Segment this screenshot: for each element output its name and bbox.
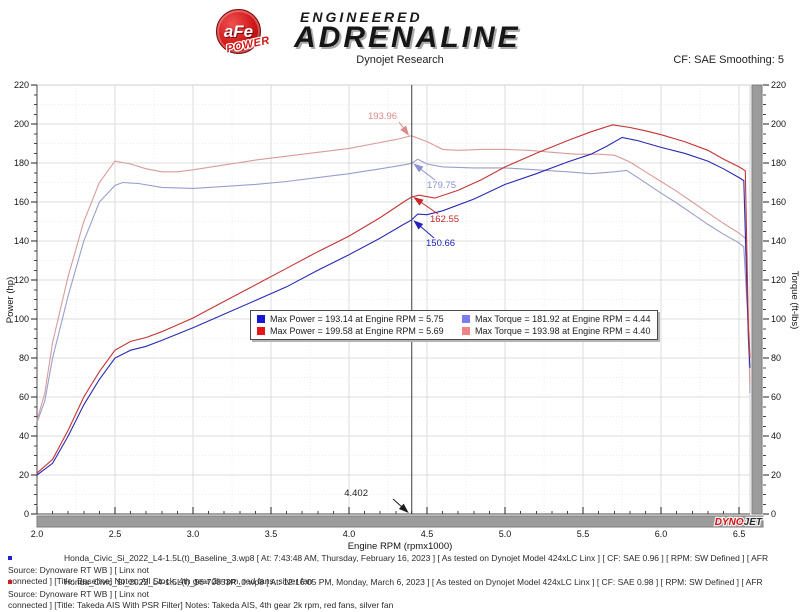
right-tick-label: 140 [771,236,786,246]
bottom-tick-label: 3.0 [187,529,200,539]
run-bullet-baseline [8,556,12,560]
callout-2-arrowhead [413,197,424,206]
curve-baseline-torque [36,158,751,423]
legend-label: Max Power = 199.58 at Engine RPM = 5.69 [270,326,444,336]
right-tick-label: 60 [771,392,781,402]
right-tick-label: 100 [771,314,786,324]
legend-swatch-baseline-power [257,315,265,323]
callout-value-3: 150.66 [426,238,455,249]
run-info-takeda: Honda_Civic_Si_2022_L4-1.5L(t)_56-70053R… [8,577,794,612]
run-info-line: connected ] [Title: Takeda AIS With PSR … [8,600,394,610]
right-tick-label: 0 [771,509,776,519]
afe-logo-circle: aFe [216,9,261,54]
right-tick-label: 120 [771,275,786,285]
dyno-curves [36,124,751,476]
curve-baseline-power [36,136,751,476]
left-tick-label: 140 [14,236,29,246]
max-values-legend[interactable]: Max Power = 193.14 at Engine RPM = 5.75 … [250,310,659,340]
callout-1-arrowhead [413,163,424,173]
right-tick-label: 220 [771,80,786,90]
right-tick-label: 180 [771,158,786,168]
brand-adrenaline-text: ADRENALINE [294,21,521,54]
right-tick-label: 80 [771,353,781,363]
callout-0-arrowhead [400,125,410,136]
bottom-tick-label: 4.5 [421,529,434,539]
left-tick-label: 180 [14,158,29,168]
run-info-baseline: Honda_Civic_Si_2022_L4-1.5L(t)_Baseline_… [8,553,794,588]
left-tick-label: 20 [19,470,29,480]
page-title: Dynojet Research [356,54,444,66]
legend-label: Max Power = 193.14 at Engine RPM = 5.75 [270,314,444,324]
legend-item-takeda-torque: Max Torque = 193.98 at Engine RPM = 4.40 [462,326,650,336]
callout-value-0: 193.96 [368,111,397,122]
legend-item-baseline-torque: Max Torque = 181.92 at Engine RPM = 4.44 [462,314,650,324]
callout-3-arrow-line [418,224,435,239]
callout-3-arrowhead [413,220,424,230]
callout-2-arrow-line [418,200,439,215]
left-tick-label: 60 [19,392,29,402]
left-tick-label: 200 [14,119,29,129]
vertical-scrollbar[interactable] [751,84,763,515]
left-tick-label: 160 [14,197,29,207]
right-tick-label: 20 [771,470,781,480]
horizontal-scrollbar[interactable] [36,515,764,528]
bottom-tick-label: 5.0 [499,529,512,539]
curve-takeda-torque [36,135,751,421]
run-info-line: Honda_Civic_Si_2022_L4-1.5L(t)_Baseline_… [8,553,769,575]
legend-item-baseline-power: Max Power = 193.14 at Engine RPM = 5.75 [257,314,454,324]
left-tick-label: 100 [14,314,29,324]
afe-logo-text: aFe [223,21,254,41]
callout-value-1: 179.75 [427,180,456,191]
cursor-arrowhead [398,503,409,513]
bottom-tick-label: 2.0 [31,529,44,539]
cursor-value-label: 4.402 [344,488,368,499]
brand-engineered-text: ENGINEERED [300,9,423,25]
legend-label: Max Torque = 193.98 at Engine RPM = 4.40 [475,326,651,336]
legend-label: Max Torque = 181.92 at Engine RPM = 4.44 [475,314,651,324]
cursor-line-group[interactable]: 4.402 [344,85,413,514]
left-tick-label: 220 [14,80,29,90]
left-tick-label: 40 [19,431,29,441]
legend-item-takeda-power: Max Power = 199.58 at Engine RPM = 5.69 [257,326,454,336]
callout-value-2: 162.55 [430,214,459,225]
bottom-tick-label: 5.5 [577,529,590,539]
axis-tick-labels: 0 0 20 20 40 40 60 60 80 80 100 100 120 120 140 140 160 1… [14,80,786,539]
run-info-line: Honda_Civic_Si_2022_L4-1.5L(t)_56-70053R… [8,577,763,599]
left-tick-label: 0 [24,509,29,519]
legend-swatch-takeda-power [257,327,265,335]
right-tick-label: 160 [771,197,786,207]
left-tick-label: 120 [14,275,29,285]
bottom-tick-label: 6.0 [655,529,668,539]
bottom-tick-label: 6.5 [733,529,746,539]
callout-1-arrow-line [418,167,436,181]
afe-power-logo: aFe POWER ENGINEERED ADRENALINE [214,6,574,58]
dynojet-watermark: DYNOJET [715,517,763,528]
run-bullet-takeda [8,580,12,584]
bottom-tick-label: 3.5 [265,529,278,539]
gridlines [37,85,750,514]
left-axis-title: Power (hp) [5,277,16,323]
left-tick-label: 80 [19,353,29,363]
right-axis-title: Torque (ft-lbs) [789,271,800,330]
run-info-line: connected ] [Title: Baseline] Notes: All… [8,576,313,586]
value-callouts: 193.96 179.75 162.55 150.66 [368,111,459,249]
x-axis-title: Engine RPM (rpmx1000) [348,541,453,552]
curve-takeda-power [36,124,751,474]
legend-swatch-takeda-torque [462,327,470,335]
bottom-tick-label: 2.5 [109,529,122,539]
bottom-tick-label: 4.0 [343,529,356,539]
smoothing-setting-label: CF: SAE Smoothing: 5 [673,54,784,66]
right-tick-label: 200 [771,119,786,129]
axis-ticks [31,84,769,515]
legend-swatch-baseline-torque [462,315,470,323]
right-tick-label: 40 [771,431,781,441]
